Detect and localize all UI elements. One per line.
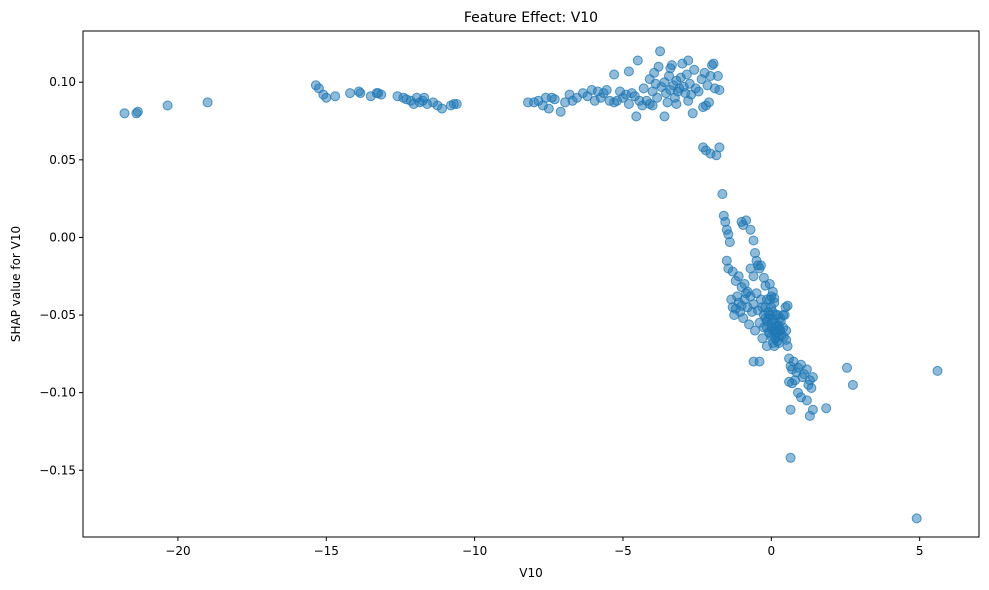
data-point: [683, 55, 694, 66]
data-point: [738, 220, 749, 230]
y-tick-label: 0.05: [49, 153, 76, 167]
data-point: [784, 376, 795, 387]
y-tick-label: 0.10: [49, 75, 76, 89]
data-point: [119, 108, 130, 119]
x-tick-label: 5: [916, 544, 924, 558]
data-point: [778, 310, 789, 320]
data-point: [345, 88, 355, 99]
data-point: [665, 63, 676, 74]
data-point: [683, 95, 694, 106]
data-point: [132, 106, 143, 117]
data-point: [745, 224, 756, 235]
data-point: [681, 69, 692, 80]
data-point: [807, 372, 818, 383]
data-point: [638, 83, 649, 94]
y-tick-label: 0.00: [49, 230, 76, 244]
data-point: [744, 319, 755, 330]
data-point: [321, 92, 332, 103]
data-point: [659, 111, 670, 122]
data-point: [712, 71, 723, 81]
data-point: [911, 513, 922, 524]
data-point: [708, 58, 719, 69]
y-tick-label: −0.15: [39, 463, 76, 477]
data-point: [782, 341, 793, 352]
data-point: [932, 365, 943, 376]
data-point: [623, 99, 634, 109]
data-point: [748, 356, 759, 367]
x-axis-label: V10: [519, 566, 542, 580]
data-point: [652, 92, 663, 103]
data-point: [761, 316, 772, 327]
data-point: [806, 383, 817, 393]
data-point: [748, 235, 759, 246]
data-point: [693, 86, 704, 97]
y-axis: −0.15 −0.10 −0.05 0.00 0.05 0.10: [39, 75, 83, 477]
x-tick-label: −10: [462, 544, 487, 558]
data-point: [671, 99, 682, 109]
data-point: [704, 97, 714, 108]
data-point: [714, 85, 725, 95]
data-point: [748, 271, 759, 282]
data-point: [738, 313, 749, 324]
data-point: [647, 100, 658, 111]
data-point: [755, 260, 766, 271]
data-point: [601, 85, 612, 95]
scatter-points: [119, 46, 943, 524]
data-point: [437, 103, 447, 114]
data-point: [623, 66, 634, 77]
data-point: [761, 341, 772, 352]
data-point: [631, 111, 642, 122]
data-point: [807, 404, 818, 415]
data-point: [801, 395, 812, 406]
data-point: [717, 189, 728, 199]
data-point: [543, 103, 554, 114]
data-point: [689, 64, 700, 75]
data-point: [687, 108, 698, 119]
data-point: [847, 379, 858, 390]
plot-frame: [82, 30, 980, 538]
data-point: [769, 297, 780, 308]
x-tick-label: −20: [165, 544, 190, 558]
data-point: [330, 91, 341, 102]
data-point: [801, 364, 812, 375]
data-point: [653, 61, 664, 72]
data-point: [609, 69, 620, 80]
data-point: [714, 142, 725, 153]
y-tick-label: −0.05: [39, 308, 76, 322]
data-point: [724, 237, 735, 248]
data-point: [632, 55, 643, 66]
data-point: [842, 362, 852, 373]
data-point: [162, 100, 173, 111]
data-point: [202, 97, 213, 108]
x-axis: −20 −15 −10 −5 0 5: [165, 537, 923, 558]
data-point: [655, 46, 666, 57]
chart-title: Feature Effect: V10: [464, 10, 598, 26]
data-point: [451, 99, 462, 109]
data-point: [376, 89, 387, 100]
data-point: [733, 271, 744, 282]
data-point: [750, 325, 760, 336]
data-point: [785, 404, 796, 415]
data-point: [821, 403, 832, 414]
data-point: [781, 325, 792, 336]
data-point: [785, 452, 796, 463]
data-point: [555, 106, 566, 117]
y-axis-label: SHAP value for V10: [9, 226, 23, 342]
data-point: [764, 279, 775, 289]
x-tick-label: 0: [767, 544, 775, 558]
x-tick-label: −5: [614, 544, 632, 558]
data-point: [355, 88, 366, 99]
data-point: [549, 94, 560, 105]
y-tick-label: −0.10: [39, 386, 76, 400]
x-tick-label: −15: [314, 544, 339, 558]
